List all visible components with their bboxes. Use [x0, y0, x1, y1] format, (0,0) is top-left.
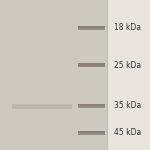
- FancyBboxPatch shape: [78, 63, 105, 67]
- FancyBboxPatch shape: [108, 0, 150, 150]
- FancyBboxPatch shape: [78, 106, 105, 108]
- FancyBboxPatch shape: [78, 28, 105, 30]
- FancyBboxPatch shape: [78, 26, 105, 30]
- Text: 18 kDa: 18 kDa: [114, 23, 141, 32]
- Text: 35 kDa: 35 kDa: [114, 101, 141, 110]
- FancyBboxPatch shape: [78, 104, 105, 108]
- Text: 25 kDa: 25 kDa: [114, 61, 141, 70]
- FancyBboxPatch shape: [78, 66, 105, 67]
- Text: 45 kDa: 45 kDa: [114, 128, 141, 137]
- FancyBboxPatch shape: [107, 0, 108, 150]
- FancyBboxPatch shape: [78, 133, 105, 135]
- FancyBboxPatch shape: [0, 0, 108, 150]
- FancyBboxPatch shape: [78, 131, 105, 135]
- FancyBboxPatch shape: [12, 104, 72, 109]
